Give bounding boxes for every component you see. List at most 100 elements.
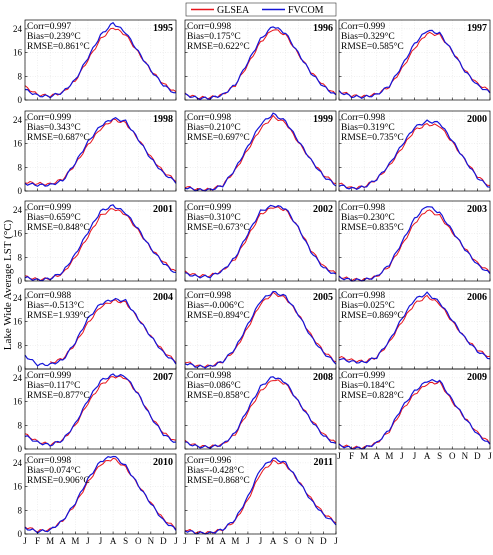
- y-tick-label: 24: [13, 115, 23, 125]
- series-line-fvcom: [24, 455, 177, 534]
- panel-year: 2000: [467, 114, 487, 125]
- panel-year: 2002: [313, 204, 333, 215]
- panel-1998: 0 8 16 24 Corr=0.999Bias=0.343°CRMSE=0.687°C…: [13, 110, 177, 196]
- x-tick-label: A: [270, 536, 277, 546]
- series-line-fvcom: [338, 29, 491, 99]
- series-line-fvcom: [24, 297, 177, 367]
- panel-stat: Bias=0.329°C: [341, 31, 395, 42]
- panel-stat: Bias=0.184°C: [341, 380, 395, 391]
- x-tick-label: D: [474, 451, 481, 461]
- y-tick-label: 0: [18, 95, 23, 105]
- panel-stat: RMSE=0.877°C: [27, 390, 90, 401]
- panel-stat: RMSE=0.622°C: [187, 41, 250, 52]
- panel-2004: 0 8 16 24 Corr=0.988Bias=-0.513°CRMSE=1.939°…: [13, 288, 177, 374]
- x-tick-label: D: [160, 536, 167, 546]
- panel-stat: Corr=0.999: [27, 371, 71, 381]
- y-tick-label: 0: [18, 529, 23, 539]
- panel-year: 2001: [153, 204, 173, 215]
- y-tick-label: 0: [18, 186, 23, 196]
- panel-stat: Bias=-0.513°C: [27, 300, 84, 311]
- x-tick-label: J: [174, 536, 178, 546]
- y-tick-label: 8: [18, 71, 23, 81]
- x-tick-label: M: [71, 536, 79, 546]
- panel-year: 2011: [314, 457, 333, 468]
- panel-stat: Bias=0.074°C: [27, 465, 81, 476]
- x-tick-label: A: [60, 536, 67, 546]
- panel-stat: Corr=0.998: [341, 113, 385, 123]
- panel-year: 2010: [153, 457, 173, 468]
- y-axis-label: Lake Wide Average LST (°C): [2, 219, 14, 350]
- panel-year: 1995: [153, 23, 173, 34]
- x-tick-label: J: [488, 451, 492, 461]
- panel-stat: RMSE=0.848°C: [27, 222, 90, 233]
- x-tick-label: F: [195, 536, 200, 546]
- panel-stat: Corr=0.998: [187, 291, 231, 301]
- y-tick-label: 8: [18, 505, 23, 515]
- panel-year: 2008: [313, 372, 333, 383]
- panel-stat: RMSE=1.939°C: [27, 310, 90, 321]
- y-tick-label: 24: [13, 24, 23, 34]
- series-line-fvcom: [24, 373, 177, 447]
- panel-stat: Corr=0.998: [187, 22, 231, 32]
- panel-stat: Bias=0.086°C: [187, 380, 241, 391]
- y-tick-label: 16: [13, 229, 23, 239]
- y-tick-label: 16: [13, 482, 23, 492]
- y-tick-label: 0: [18, 276, 23, 286]
- x-tick-label: D: [320, 536, 327, 546]
- y-tick-label: 8: [18, 340, 23, 350]
- panel-stat: Corr=0.999: [341, 371, 385, 381]
- y-tick-label: 24: [13, 458, 23, 468]
- x-tick-label: S: [437, 451, 442, 461]
- x-tick-label: N: [462, 451, 469, 461]
- x-tick-label: J: [413, 451, 417, 461]
- legend-glsea-label: GLSEA: [217, 5, 250, 16]
- y-tick-label: 8: [18, 162, 23, 172]
- y-tick-label: 16: [13, 139, 23, 149]
- panel-stat: Bias=0.210°C: [187, 122, 241, 133]
- x-tick-label: N: [308, 536, 315, 546]
- panel-stat: Bias=0.117°C: [27, 380, 80, 391]
- series-line-fvcom: [24, 117, 177, 187]
- y-tick-label: 0: [18, 444, 23, 454]
- panel-stat: RMSE=0.697°C: [187, 132, 250, 143]
- panel-stat: RMSE=0.828°C: [341, 390, 404, 401]
- legend-fvcom-label: FVCOM: [288, 5, 324, 16]
- panel-stat: Corr=0.998: [187, 371, 231, 381]
- y-tick-label: 8: [18, 420, 23, 430]
- y-tick-label: 24: [13, 205, 23, 215]
- panel-stat: Corr=0.988: [27, 291, 71, 301]
- panel-2007: 0 8 16 24 Corr=0.999Bias=0.117°CRMSE=0.877°C…: [13, 368, 177, 454]
- x-tick-label: O: [135, 536, 142, 546]
- series-line-fvcom: [338, 119, 491, 190]
- panel-stat: Corr=0.999: [341, 22, 385, 32]
- legend-box: [185, 2, 337, 17]
- x-tick-label: A: [220, 536, 227, 546]
- x-tick-label: A: [374, 451, 381, 461]
- x-tick-label: J: [99, 536, 103, 546]
- panel-stat: Corr=0.998: [341, 203, 385, 213]
- legend: GLSEA FVCOM: [185, 2, 337, 17]
- panel-stat: Bias=0.175°C: [187, 31, 241, 42]
- panel-stat: Bias=0.659°C: [27, 212, 81, 223]
- panel-year: 2004: [153, 292, 173, 303]
- panel-stat: Bias=-0.428°C: [187, 465, 244, 476]
- y-tick-label: 24: [13, 373, 23, 383]
- x-tick-label: J: [259, 536, 263, 546]
- panel-stat: RMSE=0.673°C: [187, 222, 250, 233]
- panel-year: 1999: [313, 114, 333, 125]
- x-tick-label: O: [449, 451, 456, 461]
- x-tick-label: M: [385, 451, 393, 461]
- series-line-glsea: [24, 457, 177, 533]
- x-tick-label: J: [334, 536, 338, 546]
- panel-stat: Corr=0.998: [341, 291, 385, 301]
- series-line-fvcom: [184, 204, 337, 279]
- panel-2009: J F M A M J J A S O N D JCorr=0.999Bias=0.184°CRMSE=…: [337, 368, 492, 461]
- panel-stat: RMSE=0.906°C: [27, 475, 90, 486]
